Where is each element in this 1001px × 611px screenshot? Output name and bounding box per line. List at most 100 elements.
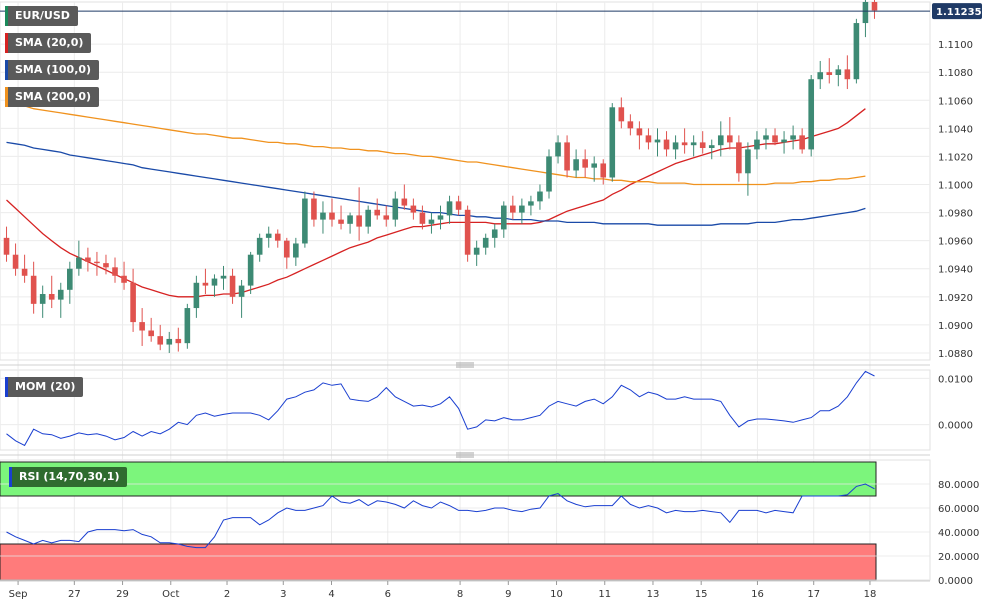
legend-sma200[interactable]: SMA (200,0) bbox=[5, 87, 100, 107]
candle-body[interactable] bbox=[166, 338, 173, 345]
candle-body[interactable] bbox=[220, 275, 227, 279]
candle-body[interactable] bbox=[473, 247, 480, 255]
candle-body[interactable] bbox=[39, 294, 46, 304]
candle-body[interactable] bbox=[528, 201, 534, 206]
candle-body[interactable] bbox=[320, 212, 326, 220]
candle-body[interactable] bbox=[808, 79, 814, 150]
candle-body[interactable] bbox=[238, 285, 245, 297]
candle-body[interactable] bbox=[383, 215, 390, 220]
candle-body[interactable] bbox=[283, 240, 290, 258]
candle-body[interactable] bbox=[48, 294, 55, 300]
candle-body[interactable] bbox=[401, 198, 408, 206]
candle-body[interactable] bbox=[446, 201, 453, 216]
candle-body[interactable] bbox=[754, 139, 760, 150]
candle-body[interactable] bbox=[419, 212, 426, 224]
candle-body[interactable] bbox=[564, 142, 570, 171]
candle-body[interactable] bbox=[184, 308, 191, 344]
candle-body[interactable] bbox=[410, 205, 417, 213]
candle-body[interactable] bbox=[94, 261, 100, 264]
candle-body[interactable] bbox=[265, 233, 272, 238]
symbol-badge[interactable]: EUR/USD bbox=[5, 6, 78, 26]
candle-body[interactable] bbox=[85, 257, 91, 262]
candle-body[interactable] bbox=[57, 289, 64, 300]
momentum-panel[interactable] bbox=[0, 369, 931, 451]
candle-body[interactable] bbox=[645, 135, 652, 143]
candle-body[interactable] bbox=[546, 156, 552, 192]
candle-body[interactable] bbox=[193, 282, 200, 309]
candle-body[interactable] bbox=[772, 135, 778, 143]
candle-body[interactable] bbox=[537, 191, 543, 202]
candle-body[interactable] bbox=[600, 163, 607, 178]
candle-body[interactable] bbox=[211, 278, 218, 286]
candle-body[interactable] bbox=[582, 159, 588, 168]
candle-body[interactable] bbox=[347, 215, 353, 224]
candle-body[interactable] bbox=[3, 237, 10, 255]
candle-body[interactable] bbox=[591, 163, 598, 168]
candle-body[interactable] bbox=[844, 69, 851, 80]
candle-body[interactable] bbox=[103, 263, 109, 268]
candle-body[interactable] bbox=[817, 72, 824, 80]
candle-body[interactable] bbox=[618, 107, 625, 122]
candle-body[interactable] bbox=[148, 330, 154, 337]
candle-body[interactable] bbox=[464, 209, 471, 255]
candle-body[interactable] bbox=[727, 135, 733, 143]
candle-body[interactable] bbox=[374, 209, 381, 216]
candle-body[interactable] bbox=[781, 139, 787, 143]
candle-body[interactable] bbox=[365, 209, 371, 227]
candle-body[interactable] bbox=[175, 338, 182, 344]
legend-sma20[interactable]: SMA (20,0) bbox=[5, 33, 92, 53]
candle-body[interactable] bbox=[139, 322, 145, 331]
candle-body[interactable] bbox=[21, 268, 28, 276]
candle-body[interactable] bbox=[274, 233, 281, 241]
legend-momentum[interactable]: MOM (20) bbox=[5, 377, 84, 397]
candle-body[interactable] bbox=[627, 121, 634, 129]
candle-body[interactable] bbox=[555, 142, 561, 157]
candle-body[interactable] bbox=[256, 237, 263, 255]
candle-body[interactable] bbox=[229, 275, 236, 297]
candle-body[interactable] bbox=[157, 336, 164, 345]
candle-body[interactable] bbox=[681, 142, 688, 146]
candle-body[interactable] bbox=[67, 268, 73, 290]
candle-body[interactable] bbox=[826, 72, 833, 76]
candle-body[interactable] bbox=[482, 237, 489, 248]
legend-sma100[interactable]: SMA (100,0) bbox=[5, 60, 100, 80]
candle-body[interactable] bbox=[609, 107, 616, 178]
candle-body[interactable] bbox=[636, 128, 643, 136]
candle-body[interactable] bbox=[708, 145, 715, 149]
candle-body[interactable] bbox=[293, 243, 299, 258]
candle-body[interactable] bbox=[500, 205, 507, 230]
price-panel[interactable] bbox=[0, 1, 931, 361]
candle-body[interactable] bbox=[112, 267, 118, 276]
candle-body[interactable] bbox=[654, 139, 661, 143]
candle-body[interactable] bbox=[338, 219, 344, 224]
candle-body[interactable] bbox=[699, 142, 706, 149]
candle-body[interactable] bbox=[862, 2, 869, 24]
candle-body[interactable] bbox=[763, 135, 769, 140]
candle-body[interactable] bbox=[30, 275, 37, 304]
candle-body[interactable] bbox=[437, 215, 444, 220]
candle-body[interactable] bbox=[790, 135, 796, 140]
candle-body[interactable] bbox=[853, 23, 860, 80]
candle-body[interactable] bbox=[428, 219, 435, 224]
candle-body[interactable] bbox=[573, 159, 579, 171]
candle-body[interactable] bbox=[76, 257, 82, 269]
candle-body[interactable] bbox=[356, 215, 362, 227]
candle-body[interactable] bbox=[799, 135, 805, 150]
candle-body[interactable] bbox=[871, 2, 878, 11]
candle-body[interactable] bbox=[247, 254, 254, 286]
candle-body[interactable] bbox=[130, 282, 136, 323]
candle-body[interactable] bbox=[690, 142, 697, 146]
candle-body[interactable] bbox=[510, 205, 516, 213]
candle-body[interactable] bbox=[12, 254, 19, 269]
candle-body[interactable] bbox=[329, 212, 335, 220]
candle-body[interactable] bbox=[672, 142, 679, 150]
candle-body[interactable] bbox=[519, 205, 525, 213]
candle-body[interactable] bbox=[491, 229, 498, 238]
legend-rsi[interactable]: RSI (14,70,30,1) bbox=[9, 467, 128, 487]
candle-body[interactable] bbox=[455, 201, 462, 210]
candle-body[interactable] bbox=[835, 69, 842, 76]
candle-body[interactable] bbox=[302, 198, 308, 244]
candle-body[interactable] bbox=[663, 139, 670, 150]
candle-body[interactable] bbox=[121, 275, 127, 283]
